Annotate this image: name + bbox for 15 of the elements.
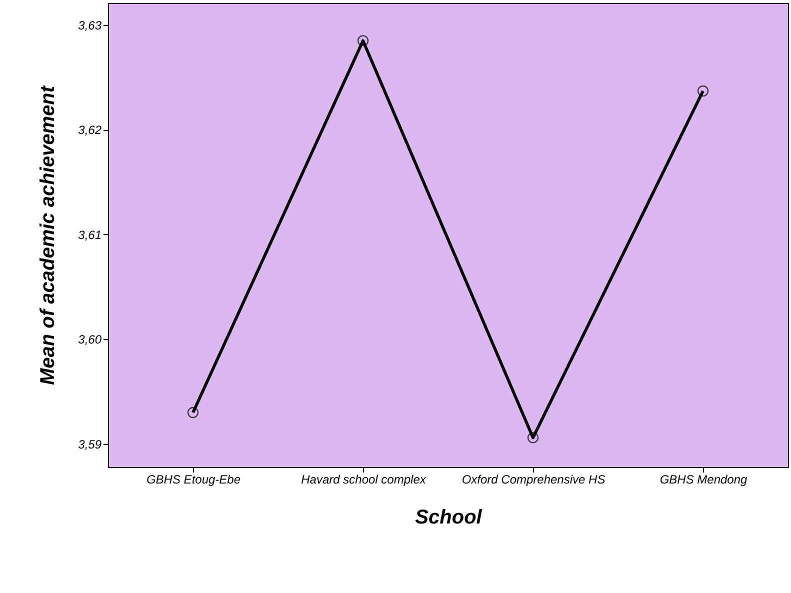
y-tick-label: 3,59 — [78, 437, 102, 452]
point — [697, 85, 709, 97]
x-tick-label: GBHS Mendong — [660, 472, 748, 486]
y-tick-label: 3,61 — [78, 228, 102, 242]
point — [527, 432, 539, 444]
x-tick-label: Havard school complex — [301, 472, 427, 486]
point — [187, 406, 199, 418]
y-axis-title: Mean of academic achievement — [37, 84, 60, 386]
y-tick-label: 3,62 — [78, 123, 102, 138]
point — [357, 35, 369, 46]
x-tick-label: GBHS Etoug-Ebe — [146, 472, 241, 486]
x-axis-title: School — [415, 506, 482, 528]
y-tick-label: 3,63 — [78, 18, 102, 32]
y-tick-label: 3,60 — [78, 332, 102, 347]
x-tick-label: Oxford Comprehensive HS — [462, 472, 606, 486]
